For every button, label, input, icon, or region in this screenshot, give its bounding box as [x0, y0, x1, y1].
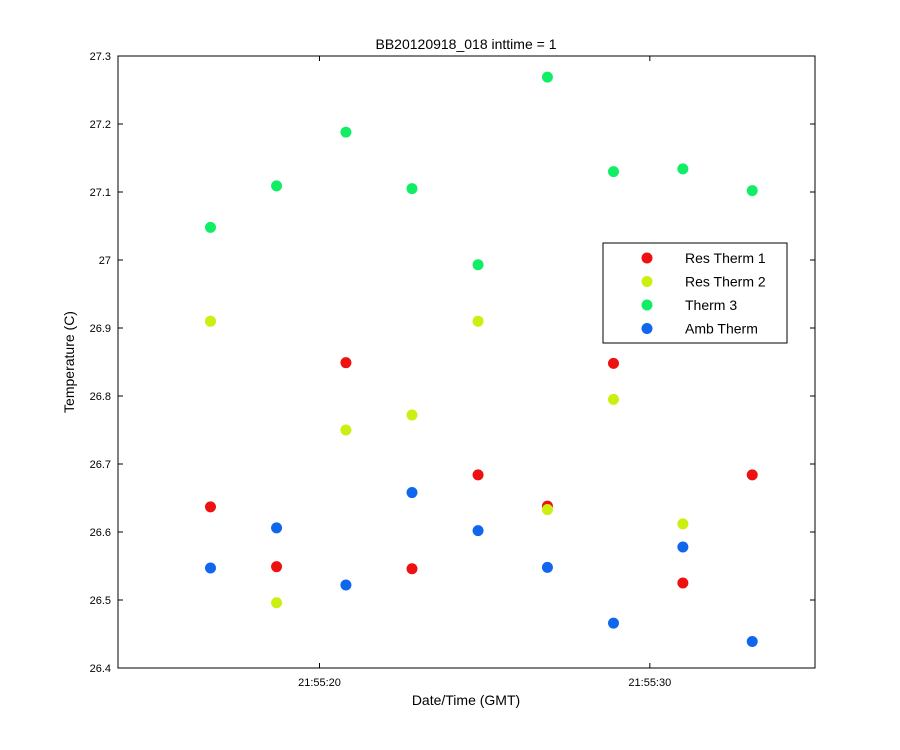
chart-title: BB20120918_018 inttime = 1: [376, 36, 557, 52]
amb-therm-point: [472, 525, 484, 537]
y-tick-label: 26.4: [90, 663, 111, 675]
y-tick-label: 27.3: [90, 51, 111, 63]
therm-3-point: [746, 185, 758, 197]
therm-3-point: [340, 126, 352, 138]
res-therm-1-point: [406, 563, 418, 575]
res-therm-2-point: [271, 597, 283, 609]
amb-therm-point: [271, 522, 283, 534]
res-therm-1-point: [340, 357, 352, 369]
therm-3-point: [677, 163, 689, 175]
y-tick-label: 26.5: [90, 595, 111, 607]
y-tick-label: 27.1: [90, 187, 111, 199]
plot-area: [117, 55, 816, 669]
res-therm-1-point: [677, 577, 689, 589]
y-tick-label: 27.2: [90, 119, 111, 131]
res-therm-1-legend-marker: [641, 252, 653, 264]
res-therm-2-point: [607, 393, 619, 405]
y-tick-label: 26.9: [90, 323, 111, 335]
y-tick-label: 26.6: [90, 527, 111, 539]
res-therm-2-legend-label: Res Therm 2: [685, 274, 766, 290]
res-therm-1-point: [204, 501, 216, 513]
res-therm-2-point: [472, 315, 484, 327]
amb-therm-point: [340, 579, 352, 591]
y-tick-label: 27: [99, 255, 111, 267]
res-therm-1-legend-label: Res Therm 1: [685, 250, 766, 266]
data-points: [204, 71, 758, 647]
res-therm-2-point: [406, 409, 418, 421]
therm-3-point: [541, 71, 553, 83]
y-tick-label: 26.8: [90, 391, 111, 403]
legend: Res Therm 1 Res Therm 2 Therm 3 Amb Therm: [602, 242, 788, 344]
therm-3-point: [472, 259, 484, 271]
amb-therm-point: [677, 541, 689, 553]
x-axis-label: Date/Time (GMT): [412, 692, 520, 708]
axis-ticks: 26.4 26.5 26.6 26.7 26.8 26.9 27 27.1 27.2 27.3 21…: [90, 51, 815, 689]
res-therm-1-point: [472, 469, 484, 481]
y-axis-label: Temperature (C): [61, 311, 77, 413]
therm-3-point: [204, 221, 216, 233]
res-therm-1-point: [746, 469, 758, 481]
amb-therm-legend-marker: [641, 323, 653, 334]
legend-box: [602, 242, 788, 344]
res-therm-2-point: [204, 315, 216, 327]
amb-therm-point: [746, 635, 758, 647]
res-therm-2-point: [340, 424, 352, 436]
x-tick-label: 21:55:30: [628, 677, 671, 689]
res-therm-1-point: [271, 561, 283, 573]
res-therm-2-point: [677, 518, 689, 530]
therm-3-point: [271, 180, 283, 192]
amb-therm-legend-label: Amb Therm: [685, 321, 758, 337]
therm-3-legend-label: Therm 3: [685, 297, 737, 313]
therm-3-legend-marker: [641, 299, 653, 311]
therm-3-point: [607, 166, 619, 178]
amb-therm-point: [607, 617, 619, 629]
x-tick-label: 21:55:20: [298, 677, 341, 689]
amb-therm-point: [204, 562, 216, 574]
res-therm-1-point: [607, 357, 619, 369]
y-tick-label: 26.7: [90, 459, 111, 471]
amb-therm-point: [541, 561, 553, 573]
res-therm-2-point: [541, 504, 553, 516]
amb-therm-point: [406, 487, 418, 499]
therm-3-point: [406, 183, 418, 195]
res-therm-2-legend-marker: [641, 276, 653, 287]
